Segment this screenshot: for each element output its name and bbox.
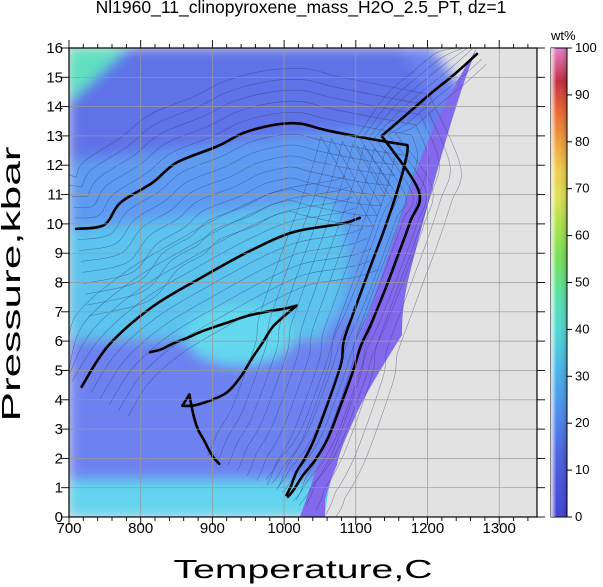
svg-text:100: 100 [575, 40, 597, 55]
svg-text:90: 90 [575, 87, 589, 102]
svg-text:900: 900 [200, 520, 225, 537]
svg-text:80: 80 [575, 134, 589, 149]
svg-text:8: 8 [55, 275, 63, 292]
svg-text:0: 0 [575, 509, 582, 524]
svg-text:20: 20 [575, 415, 589, 430]
svg-text:11: 11 [47, 187, 63, 204]
svg-text:Temperature,C: Temperature,C [174, 554, 433, 584]
svg-text:14: 14 [46, 99, 63, 116]
svg-text:wt%: wt% [550, 28, 576, 43]
svg-text:9: 9 [55, 245, 63, 262]
svg-text:12: 12 [46, 157, 63, 174]
svg-text:13: 13 [46, 128, 63, 145]
svg-text:Pressure,kbar: Pressure,kbar [0, 146, 26, 422]
svg-text:16: 16 [46, 40, 63, 57]
svg-text:5: 5 [55, 362, 63, 379]
svg-text:1000: 1000 [267, 520, 300, 537]
svg-text:15: 15 [46, 69, 63, 86]
svg-text:Nl1960_11_clinopyroxene_mass_H: Nl1960_11_clinopyroxene_mass_H2O_2.5_PT,… [96, 0, 507, 18]
svg-text:60: 60 [575, 228, 589, 243]
svg-text:30: 30 [575, 368, 589, 383]
svg-text:1300: 1300 [483, 520, 516, 537]
svg-text:40: 40 [575, 321, 589, 336]
svg-text:2: 2 [55, 450, 63, 467]
svg-text:1100: 1100 [340, 520, 372, 537]
svg-text:6: 6 [55, 333, 63, 350]
svg-text:70: 70 [575, 181, 589, 196]
svg-text:10: 10 [575, 462, 589, 477]
svg-text:4: 4 [55, 392, 63, 409]
svg-text:1200: 1200 [411, 520, 444, 537]
svg-text:50: 50 [575, 275, 589, 290]
svg-text:3: 3 [55, 421, 63, 438]
svg-text:7: 7 [55, 304, 63, 321]
svg-text:1: 1 [55, 480, 63, 497]
svg-text:800: 800 [128, 520, 153, 537]
svg-text:0: 0 [55, 509, 63, 526]
svg-text:10: 10 [46, 216, 63, 233]
